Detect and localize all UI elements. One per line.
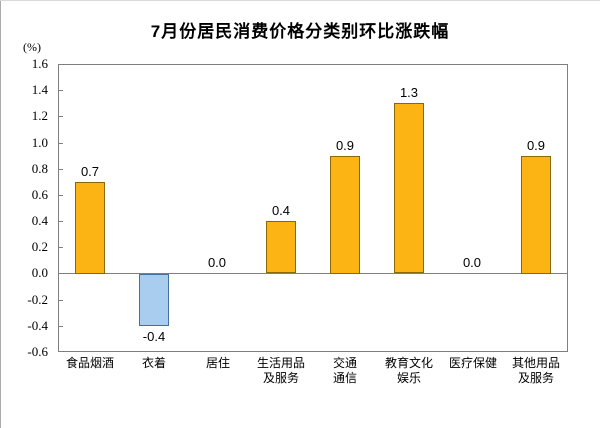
bar <box>266 221 296 273</box>
bar <box>139 274 169 326</box>
y-tick-mark <box>59 299 63 301</box>
bar <box>75 182 105 274</box>
y-tick-label: 1.0 <box>31 134 48 150</box>
y-tick-label: 1.2 <box>31 108 48 124</box>
y-tick-label: 0.2 <box>31 239 48 255</box>
y-tick-label: 0.4 <box>31 213 48 229</box>
x-category-label: 教育文化 娱乐 <box>384 356 433 385</box>
x-category-label: 居住 <box>205 356 230 370</box>
bar-value-label: 0.7 <box>80 164 100 179</box>
y-tick-mark <box>59 247 63 249</box>
x-category-label: 生活用品 及服务 <box>256 356 305 385</box>
x-category-label: 衣着 <box>141 356 166 370</box>
y-tick-mark <box>59 142 63 144</box>
y-tick-mark <box>59 116 63 118</box>
y-tick-label: 1.6 <box>31 56 48 71</box>
x-category-label: 其他用品 及服务 <box>511 356 560 385</box>
x-category-label: 医疗保健 <box>448 356 497 370</box>
plot-area <box>58 64 568 352</box>
y-tick-label: 0.0 <box>31 265 48 281</box>
y-tick-mark <box>59 168 63 170</box>
bar-value-label: -0.4 <box>142 329 166 344</box>
left-edge-border <box>0 0 1 428</box>
bar-value-label: 0.4 <box>271 203 291 218</box>
bar-value-label: 0.0 <box>207 255 227 270</box>
chart-title: 7月份居民消费价格分类别环比涨跌幅 <box>150 22 450 41</box>
y-axis-unit: (%) <box>23 40 41 54</box>
bar-value-label: 0.9 <box>526 138 546 153</box>
bar <box>521 156 551 274</box>
bar-value-label: 0.9 <box>335 138 355 153</box>
bar <box>394 103 424 273</box>
y-tick-mark <box>59 221 63 223</box>
bar-value-label: 0.0 <box>462 255 482 270</box>
y-tick-mark <box>59 325 63 327</box>
x-category-label: 食品烟酒 <box>65 356 114 370</box>
zero-line <box>58 273 568 274</box>
y-tick-label: -0.2 <box>27 291 48 307</box>
x-category-label: 交通 通信 <box>332 356 357 385</box>
top-edge-border <box>0 0 600 1</box>
y-tick-label: 0.8 <box>31 160 48 176</box>
y-tick-mark <box>59 90 63 92</box>
y-tick-label: 0.6 <box>31 186 48 202</box>
y-tick-label: -0.6 <box>27 344 48 359</box>
y-tick-mark <box>59 194 63 196</box>
bar-value-label: 1.3 <box>399 85 419 100</box>
bar <box>330 156 360 274</box>
y-tick-label: 1.4 <box>31 82 48 98</box>
y-tick-label: -0.4 <box>27 317 48 333</box>
